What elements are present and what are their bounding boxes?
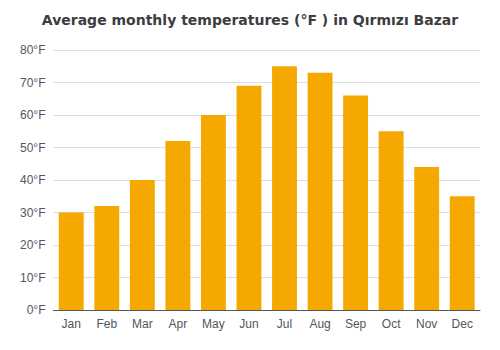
svg-text:Dec: Dec [452,317,473,331]
svg-text:Sep: Sep [345,317,367,331]
svg-text:30°F: 30°F [20,206,45,220]
svg-text:Oct: Oct [382,317,401,331]
svg-text:May: May [202,317,225,331]
svg-text:40°F: 40°F [20,173,45,187]
svg-text:Apr: Apr [169,317,188,331]
svg-text:Jun: Jun [239,317,258,331]
svg-text:50°F: 50°F [20,141,45,155]
svg-text:Average monthly temperatures (: Average monthly temperatures (°F ) in Qı… [42,12,459,28]
svg-text:80°F: 80°F [20,43,45,57]
svg-text:Nov: Nov [416,317,437,331]
svg-text:Aug: Aug [309,317,330,331]
svg-text:70°F: 70°F [20,76,45,90]
svg-text:Mar: Mar [132,317,153,331]
svg-text:0°F: 0°F [27,303,46,317]
svg-text:60°F: 60°F [20,108,45,122]
svg-text:10°F: 10°F [20,271,45,285]
svg-text:20°F: 20°F [20,238,45,252]
svg-text:Feb: Feb [96,317,117,331]
svg-text:Jul: Jul [277,317,292,331]
svg-text:Jan: Jan [62,317,81,331]
